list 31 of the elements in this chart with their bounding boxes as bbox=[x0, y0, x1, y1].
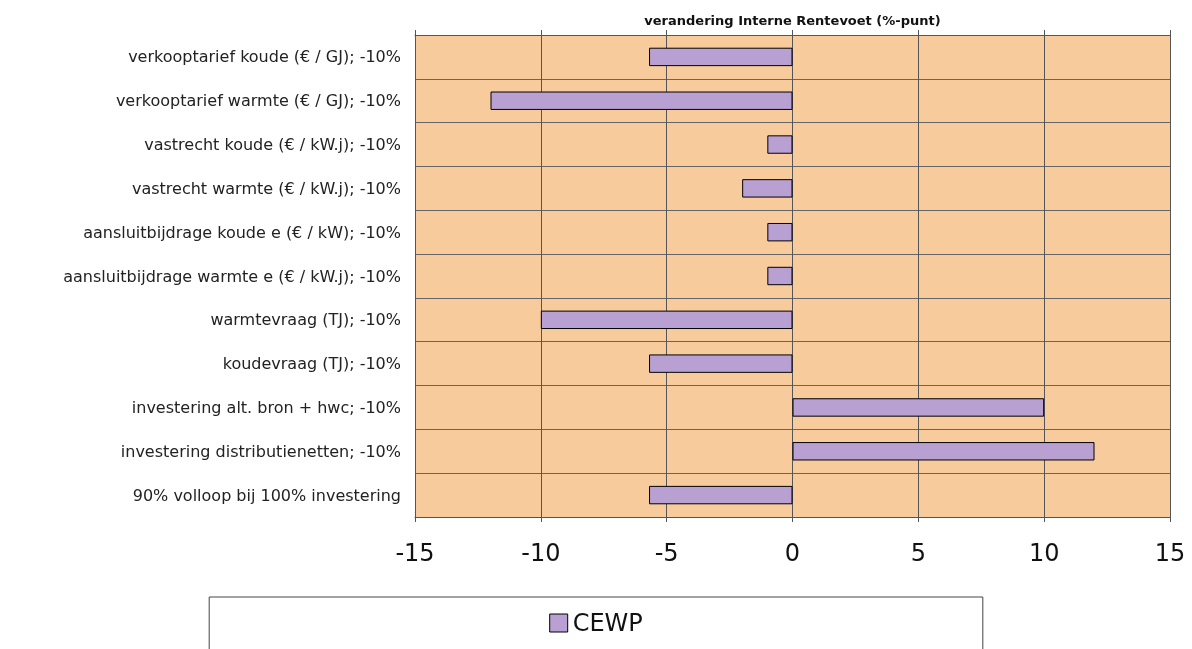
x-tick-label: 15 bbox=[1154, 539, 1186, 567]
y-tick-label: verkooptarief koude (€ / GJ); -10% bbox=[128, 47, 401, 67]
y-tick-label: vastrecht koude (€ / kW.j); -10% bbox=[144, 135, 401, 155]
x-axis-title: verandering Interne Rentevoet (%-punt) bbox=[644, 13, 941, 28]
y-tick-label: aansluitbijdrage warmte e (€ / kW.j); -10% bbox=[63, 266, 401, 286]
y-tick-label: investering alt. bron + hwc; -10% bbox=[131, 397, 401, 417]
x-tick-label: 0 bbox=[784, 539, 801, 567]
bar bbox=[767, 135, 793, 154]
y-tick-label: aansluitbijdrage koude e (€ / kW); -10% bbox=[83, 222, 401, 242]
x-tick-label: -15 bbox=[395, 539, 435, 567]
bar bbox=[767, 222, 793, 242]
y-tick-label: warmtevraag (TJ); -10% bbox=[210, 310, 401, 330]
bar bbox=[540, 310, 793, 330]
x-tick-label: -10 bbox=[521, 539, 561, 567]
legend-label: CEWP bbox=[572, 609, 643, 637]
y-tick-label: 90% volloop bij 100% investering bbox=[132, 485, 401, 505]
bar bbox=[649, 354, 793, 373]
x-tick-label: 5 bbox=[910, 539, 926, 567]
bar bbox=[490, 91, 793, 110]
bar bbox=[649, 47, 793, 67]
bar bbox=[792, 398, 1045, 417]
bar bbox=[767, 266, 793, 286]
y-tick-label: koudevraag (TJ); -10% bbox=[222, 354, 401, 374]
y-tick-label: verkooptarief warmte (€ / GJ); -10% bbox=[115, 91, 401, 111]
bar bbox=[742, 179, 793, 198]
bar bbox=[649, 485, 793, 505]
x-tick-label: -5 bbox=[654, 539, 679, 567]
y-tick-label: investering distributienetten; -10% bbox=[120, 441, 401, 461]
y-tick-label: vastrecht warmte (€ / kW.j); -10% bbox=[131, 178, 401, 198]
bar bbox=[792, 442, 1095, 461]
x-tick-label: 10 bbox=[1028, 539, 1060, 567]
